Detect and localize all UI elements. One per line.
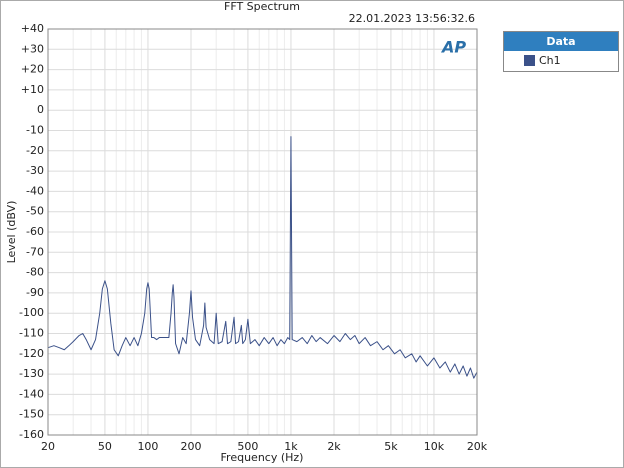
logo: AP <box>440 38 466 57</box>
timestamp: 22.01.2023 13:56:32.6 <box>349 12 475 25</box>
y-tick-label: -150 <box>19 408 44 421</box>
x-tick-label: 2k <box>327 440 341 453</box>
y-tick-label: +20 <box>21 63 44 76</box>
y-tick-label: -40 <box>26 184 44 197</box>
y-tick-label: -10 <box>26 124 44 137</box>
y-axis-label: Level (dBV) <box>5 201 18 264</box>
y-tick-label: -110 <box>19 327 44 340</box>
x-tick-label: 20 <box>41 440 55 453</box>
legend-title: Data <box>546 35 575 48</box>
y-tick-label: -140 <box>19 387 44 400</box>
y-tick-label: +30 <box>21 42 44 55</box>
x-axis-label: Frequency (Hz) <box>221 451 304 464</box>
y-tick-label: -70 <box>26 245 44 258</box>
legend-header <box>504 32 618 51</box>
y-tick-label: -160 <box>19 428 44 441</box>
legend-swatch <box>524 55 535 66</box>
chart-title: FFT Spectrum <box>224 0 300 13</box>
y-tick-label: -130 <box>19 367 44 380</box>
x-tick-label: 100 <box>137 440 158 453</box>
y-tick-label: -80 <box>26 266 44 279</box>
plot-border <box>47 28 478 436</box>
x-tick-label: 50 <box>98 440 112 453</box>
plot-area <box>47 28 478 436</box>
y-tick-label: -50 <box>26 205 44 218</box>
y-tick-label: -20 <box>26 144 44 157</box>
y-tick-label: 0 <box>37 103 44 116</box>
y-tick-label: -90 <box>26 286 44 299</box>
y-tick-label: -100 <box>19 306 44 319</box>
spectrum-line <box>47 136 478 379</box>
y-tick-label: -30 <box>26 164 44 177</box>
x-tick-label: 200 <box>181 440 202 453</box>
x-tick-label: 1k <box>284 440 298 453</box>
x-tick-label: 5k <box>384 440 398 453</box>
y-tick-label: -120 <box>19 347 44 360</box>
y-tick-label: +40 <box>21 22 44 35</box>
x-tick-label: 500 <box>237 440 258 453</box>
x-tick-label: 10k <box>424 440 445 453</box>
legend-label: Ch1 <box>539 54 561 67</box>
y-tick-label: -60 <box>26 225 44 238</box>
y-tick-label: +10 <box>21 83 44 96</box>
x-tick-label: 20k <box>467 440 488 453</box>
